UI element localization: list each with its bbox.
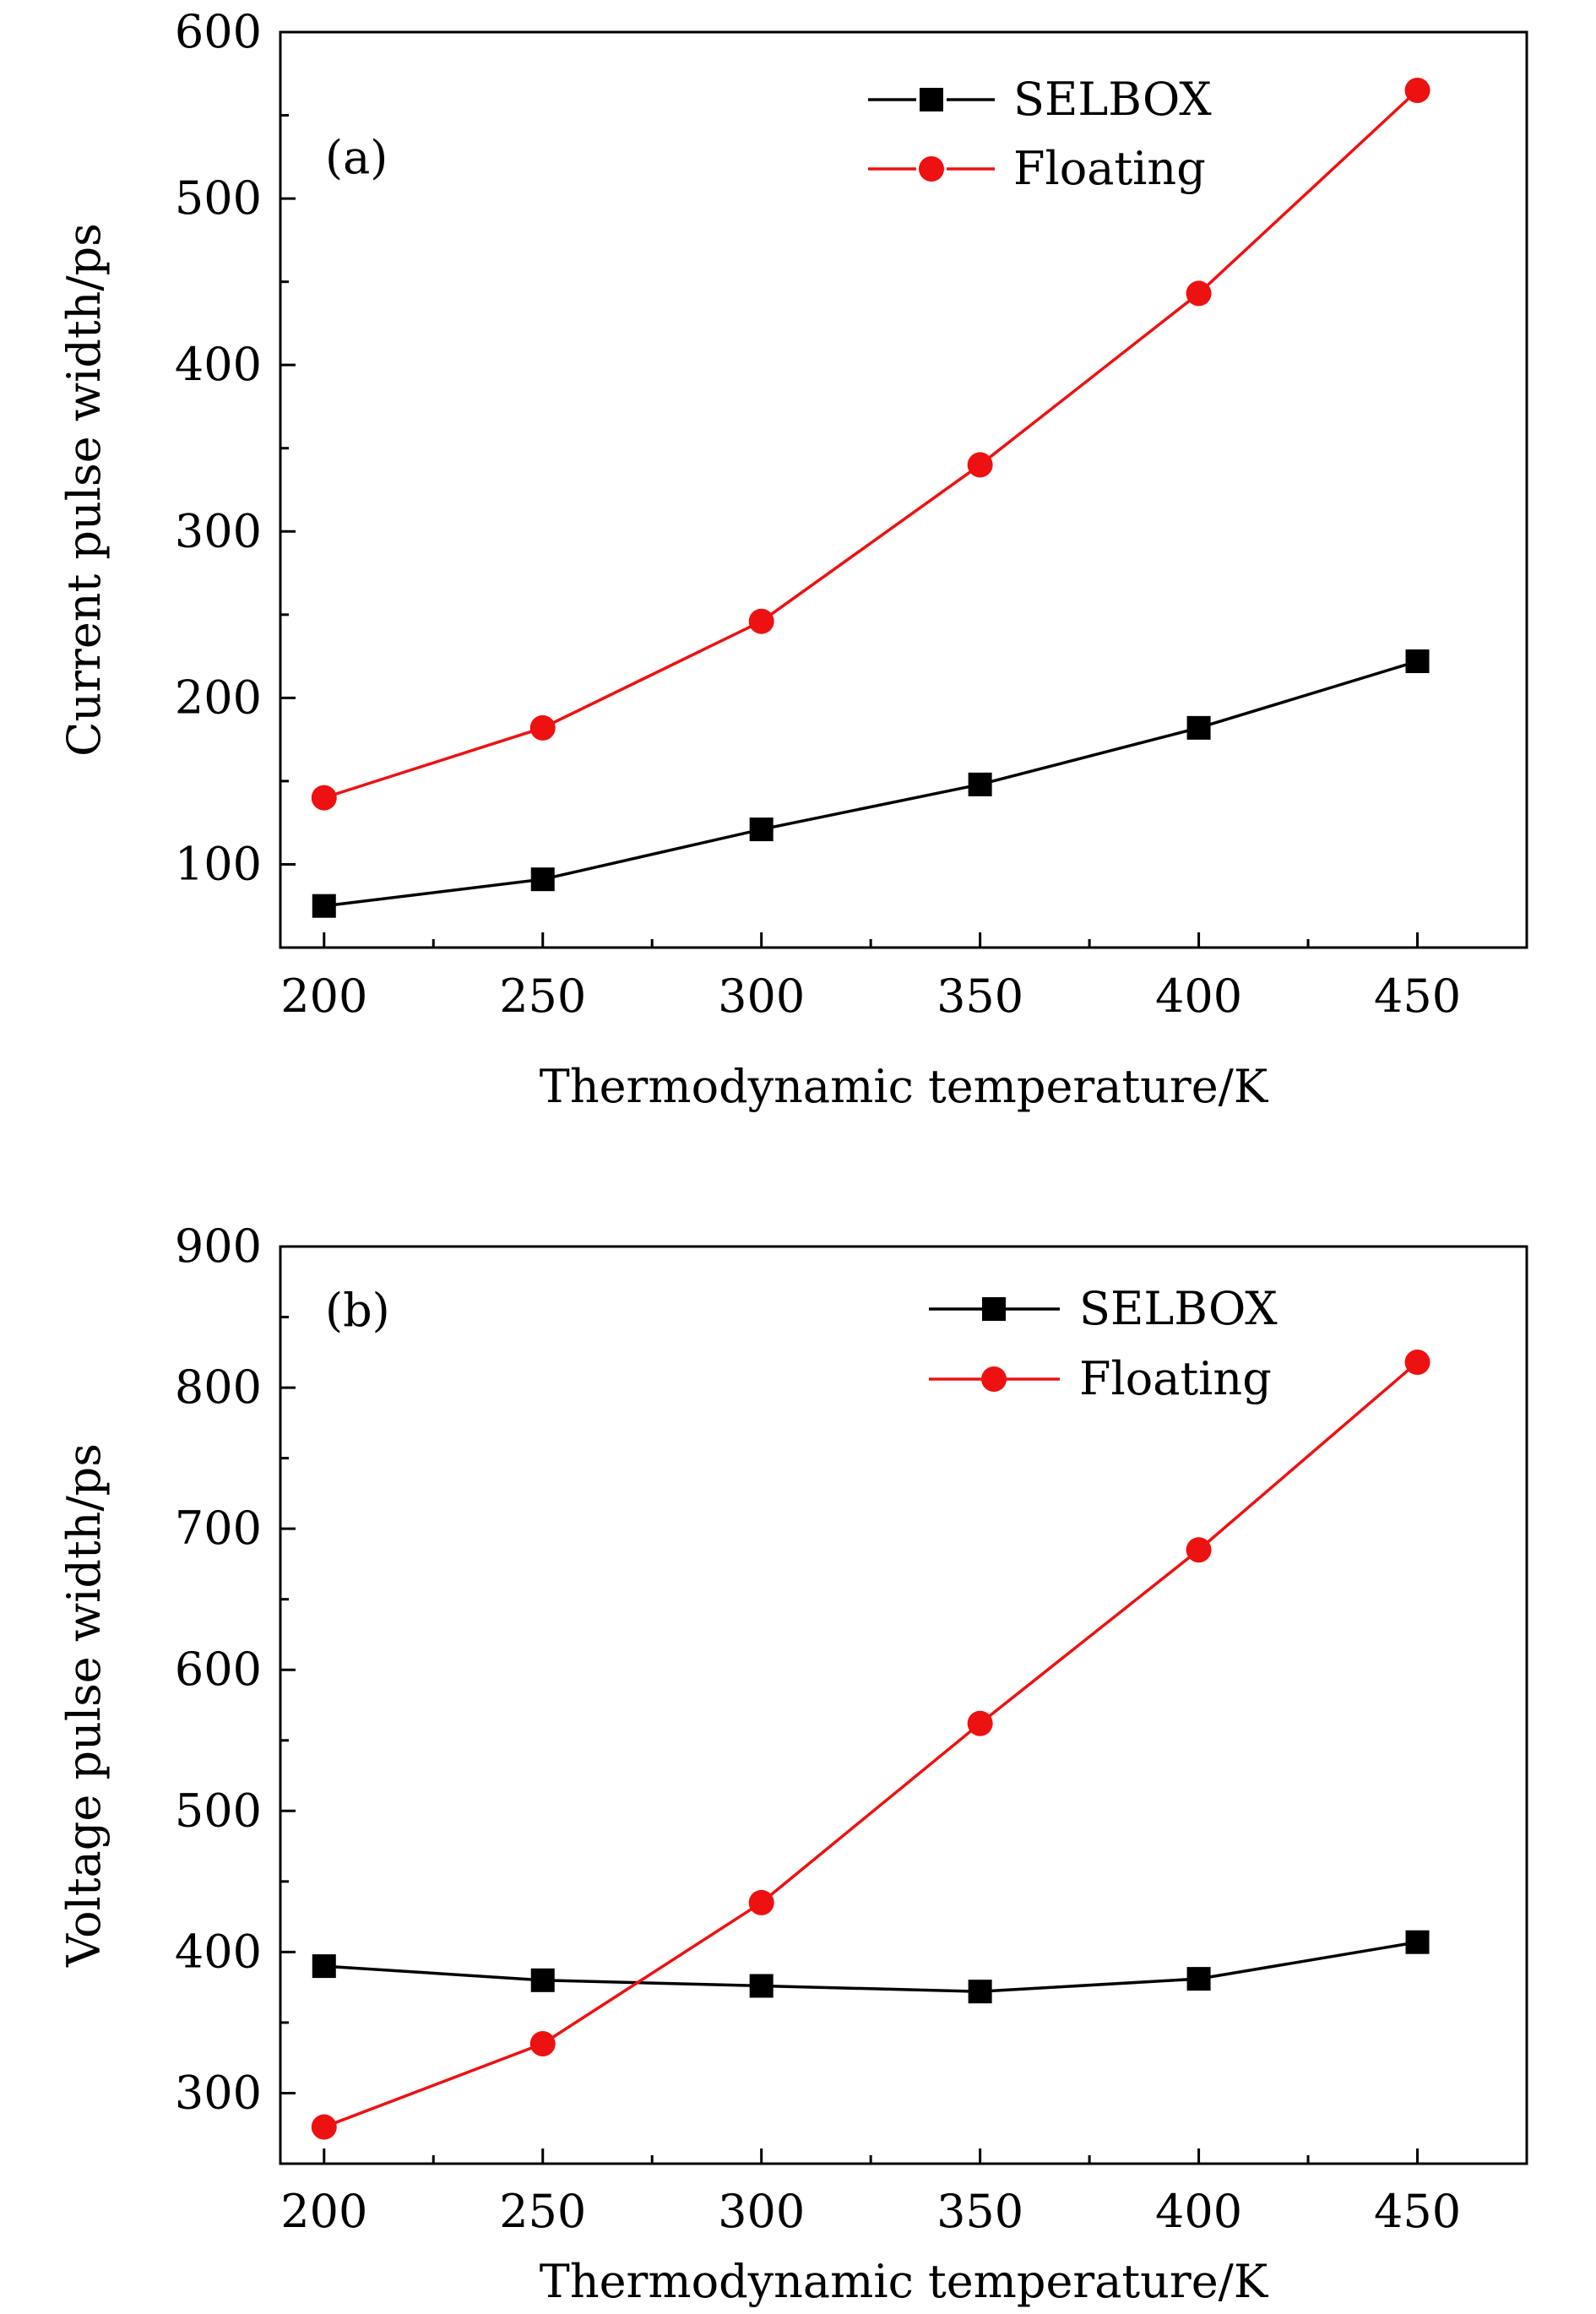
series-line-floating: [323, 1361, 1419, 2129]
x-tick-label: 400: [1155, 2185, 1242, 2238]
data-point-selbox: [968, 1980, 992, 2004]
data-point-selbox: [1186, 1967, 1211, 1991]
legend-label: Floating: [1079, 1352, 1272, 1405]
plot-frame: [279, 1245, 1528, 2165]
data-point-selbox: [1405, 1930, 1430, 1954]
legend-label: SELBOX: [1013, 73, 1212, 126]
y-axis-title: Voltage pulse width/ps: [57, 1443, 111, 1968]
series-line-floating: [323, 89, 1419, 800]
series-line-selbox: [323, 660, 1419, 908]
y-tick-label: 300: [175, 504, 262, 557]
chart-a: 200 250 300 350 400 450 100 200 300 400 500 600 Ther…: [57, 5, 1528, 1113]
data-point-selbox: [530, 867, 555, 892]
y-tick-label: 900: [175, 1219, 262, 1273]
y-tick-label: 300: [175, 2066, 262, 2119]
x-tick-label: 350: [936, 970, 1023, 1023]
data-point-selbox: [1405, 649, 1430, 674]
legend-label: SELBOX: [1079, 1282, 1278, 1335]
y-tick-label: 600: [175, 1643, 262, 1696]
x-tick-label: 200: [280, 970, 367, 1023]
x-tick-label: 300: [718, 970, 805, 1023]
y-tick-label: 800: [175, 1361, 262, 1414]
x-tick-label: 450: [1374, 970, 1461, 1023]
x-tick-label: 300: [718, 2185, 805, 2238]
x-tick-label: 250: [499, 970, 586, 1023]
series-line-selbox: [323, 1940, 1418, 1993]
data-point-floating: [748, 1889, 774, 1915]
data-point-floating: [529, 714, 556, 741]
data-point-selbox: [1186, 715, 1211, 740]
data-point-selbox: [968, 772, 992, 796]
x-axis-title: Thermodynamic temperature/K: [540, 2255, 1269, 2308]
data-point-floating: [529, 2030, 556, 2056]
x-tick-label: 350: [936, 2185, 1023, 2238]
data-point-floating: [1186, 1537, 1212, 1563]
data-point-selbox: [749, 1974, 774, 1998]
data-point-floating: [1404, 77, 1430, 103]
panel-label: (b): [325, 1284, 390, 1337]
x-tick-label: 400: [1155, 970, 1242, 1023]
data-point-floating: [1404, 1350, 1430, 1376]
data-point-floating: [967, 452, 993, 478]
y-tick-label: 500: [175, 171, 262, 225]
x-tick-label: 200: [280, 2185, 367, 2238]
data-point-selbox: [749, 818, 774, 842]
legend-marker: [920, 88, 943, 111]
data-point-floating: [1186, 280, 1212, 307]
y-tick-label: 100: [175, 837, 262, 890]
y-tick-label: 400: [175, 1925, 262, 1978]
data-point-selbox: [312, 894, 336, 918]
data-point-selbox: [530, 1968, 555, 1992]
y-tick-label: 700: [175, 1502, 262, 1555]
x-tick-label: 250: [499, 2185, 586, 2238]
y-tick-label: 400: [175, 338, 262, 391]
data-point-floating: [748, 608, 774, 634]
x-tick-label: 450: [1374, 2185, 1461, 2238]
panel-label: (a): [325, 131, 388, 184]
y-tick-label: 500: [175, 1784, 262, 1837]
x-axis-title: Thermodynamic temperature/K: [540, 1060, 1269, 1113]
legend-marker: [982, 1297, 1006, 1321]
data-point-floating: [967, 1710, 993, 1736]
y-axis-title: Current pulse width/ps: [57, 223, 111, 757]
data-point-floating: [311, 2114, 337, 2140]
data-point-selbox: [312, 1954, 336, 1979]
legend-marker: [981, 1366, 1007, 1392]
chart-b: 200 250 300 350 400 450 300 400 500 600 700 800 900 T…: [57, 1219, 1528, 2308]
data-point-floating: [311, 785, 337, 811]
plot-frame: [279, 30, 1528, 949]
legend-label: Floating: [1013, 142, 1206, 195]
legend-marker: [919, 156, 944, 182]
y-tick-label: 200: [175, 671, 262, 724]
y-tick-label: 600: [175, 5, 262, 58]
